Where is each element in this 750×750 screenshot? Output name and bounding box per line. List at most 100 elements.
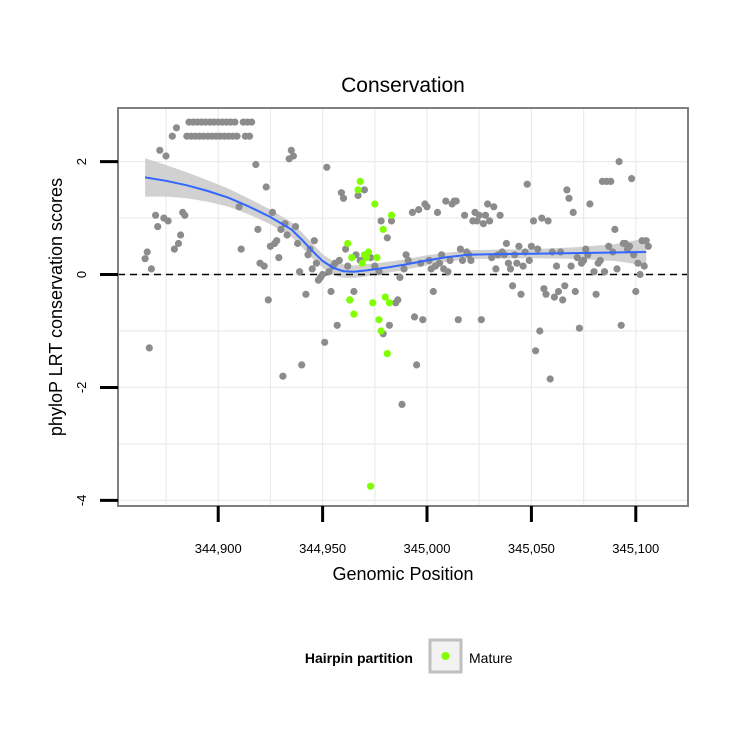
point-mature — [385, 299, 393, 307]
point-other — [582, 245, 590, 253]
point-other — [452, 197, 460, 205]
point-other — [429, 287, 437, 296]
point-other — [458, 256, 467, 264]
point-other — [419, 316, 427, 324]
point-other — [387, 217, 396, 225]
point-other — [525, 256, 533, 264]
point-other — [400, 265, 408, 273]
point-other — [152, 211, 160, 219]
point-other — [145, 344, 153, 352]
point-other — [473, 217, 481, 225]
point-other — [262, 183, 270, 191]
point-other — [625, 242, 634, 250]
legend-dot-mature — [441, 652, 450, 660]
point-other — [310, 237, 318, 245]
point-other — [515, 242, 523, 250]
point-other — [302, 290, 310, 298]
point-other — [404, 256, 412, 264]
point-other — [611, 225, 619, 233]
point-other — [565, 194, 573, 202]
point-mature — [344, 239, 352, 248]
point-other — [277, 225, 285, 233]
point-other — [600, 268, 609, 276]
point-other — [337, 189, 345, 197]
point-other — [423, 203, 431, 211]
point-other — [172, 124, 181, 132]
point-other — [540, 285, 548, 293]
point-other — [632, 287, 640, 296]
x-tick-label: 344,950 — [299, 541, 346, 556]
point-other — [486, 217, 494, 225]
point-other — [275, 254, 283, 262]
point-other — [496, 211, 504, 219]
point-other — [344, 262, 352, 270]
point-other — [254, 225, 262, 233]
point-other — [162, 152, 170, 160]
point-mature — [381, 293, 389, 301]
point-other — [273, 237, 281, 245]
smooth-line-layer — [144, 176, 647, 273]
point-mature — [369, 299, 377, 307]
point-mature — [377, 327, 385, 335]
point-other — [402, 251, 410, 259]
point-other — [481, 211, 490, 219]
point-other — [360, 186, 368, 194]
point-other — [536, 327, 544, 335]
point-mature — [371, 200, 379, 208]
x-axis: 344,900 344,950 345,000 345,050 345,100 — [195, 506, 659, 556]
point-other — [573, 254, 581, 262]
point-other — [350, 287, 358, 296]
point-mature — [354, 186, 362, 194]
point-mature — [373, 254, 381, 262]
x-tick-label: 345,100 — [612, 541, 659, 556]
y-tick-label: 0 — [74, 271, 89, 278]
point-other — [636, 270, 644, 279]
point-other — [294, 239, 302, 248]
point-other — [181, 211, 189, 219]
point-other — [557, 248, 565, 256]
point-other — [289, 152, 297, 160]
point-other — [592, 290, 600, 298]
point-other — [527, 242, 536, 250]
point-other — [442, 197, 450, 205]
point-other — [248, 118, 256, 126]
point-other — [147, 265, 155, 273]
point-other — [640, 262, 648, 270]
point-other — [479, 220, 487, 228]
point-other — [375, 268, 383, 276]
point-mature — [358, 259, 366, 267]
point-other — [567, 262, 575, 270]
point-other — [642, 237, 650, 245]
point-other — [596, 256, 604, 264]
point-other — [298, 361, 306, 369]
y-tick-label: 2 — [74, 158, 89, 165]
point-other — [233, 132, 241, 140]
legend-label-mature: Mature — [469, 650, 513, 666]
point-other — [260, 262, 268, 270]
point-other — [308, 265, 316, 273]
point-other — [563, 186, 571, 194]
point-other — [287, 146, 295, 154]
point-other — [321, 338, 329, 346]
point-other — [342, 245, 350, 253]
point-other — [154, 223, 162, 231]
point-other — [605, 242, 613, 250]
panel-border — [117, 107, 689, 507]
point-other — [385, 321, 393, 329]
point-other — [552, 262, 561, 270]
point-mature — [356, 177, 364, 185]
point-other — [490, 203, 498, 211]
point-other — [168, 132, 176, 140]
point-other — [477, 316, 485, 324]
point-other — [561, 282, 569, 290]
point-other — [534, 245, 542, 253]
legend-title: Hairpin partition — [305, 650, 413, 666]
point-mature — [362, 254, 371, 262]
point-other — [467, 256, 475, 264]
point-other — [319, 270, 327, 279]
point-mature — [375, 316, 383, 324]
point-mature — [350, 310, 358, 318]
point-other — [394, 296, 402, 304]
point-other — [245, 132, 254, 140]
point-mature — [348, 254, 356, 262]
